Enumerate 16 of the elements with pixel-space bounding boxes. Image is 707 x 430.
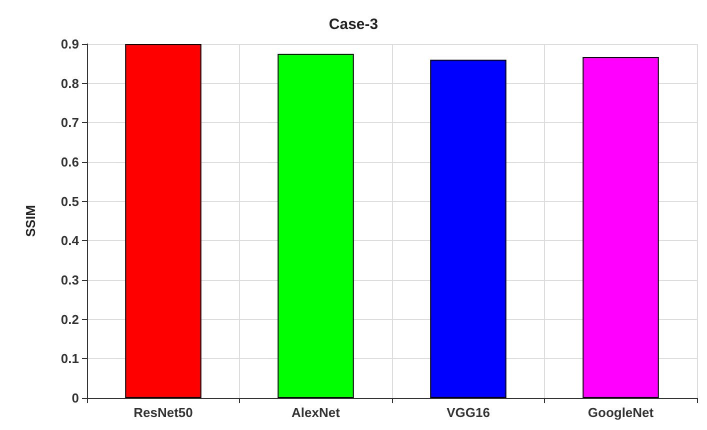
y-tick-label: 0.8 xyxy=(60,76,79,91)
x-tick-label: GoogleNet xyxy=(588,405,654,420)
y-tick-label: 0.2 xyxy=(60,312,79,327)
y-tick-label: 0.7 xyxy=(60,115,79,130)
y-tick-label: 0.4 xyxy=(60,233,80,248)
x-tick-label: VGG16 xyxy=(446,405,490,420)
chart-title: Case-3 xyxy=(328,16,378,33)
y-tick-label: 0.3 xyxy=(60,272,79,288)
y-tick-label: 0.6 xyxy=(60,154,79,170)
x-tick-label: AlexNet xyxy=(292,405,341,420)
y-tick-label: 0.5 xyxy=(60,194,79,209)
y-tick-label: 0.9 xyxy=(60,36,79,52)
y-tick-label: 0.1 xyxy=(60,351,79,366)
y-axis-title: SSIM xyxy=(23,205,38,237)
y-tick-label: 0 xyxy=(72,390,79,406)
x-tick-label: ResNet50 xyxy=(134,405,193,420)
